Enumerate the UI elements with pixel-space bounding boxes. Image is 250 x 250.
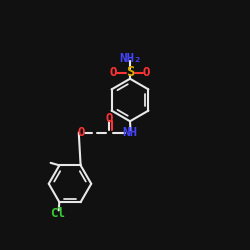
Text: O: O [78,126,86,139]
Text: NH₂: NH₂ [119,52,141,65]
Text: O: O [110,66,118,79]
Text: O: O [106,112,113,125]
Text: Cl: Cl [50,207,66,220]
Text: O: O [142,66,150,79]
Text: NH: NH [122,126,138,139]
Text: S: S [126,66,134,80]
